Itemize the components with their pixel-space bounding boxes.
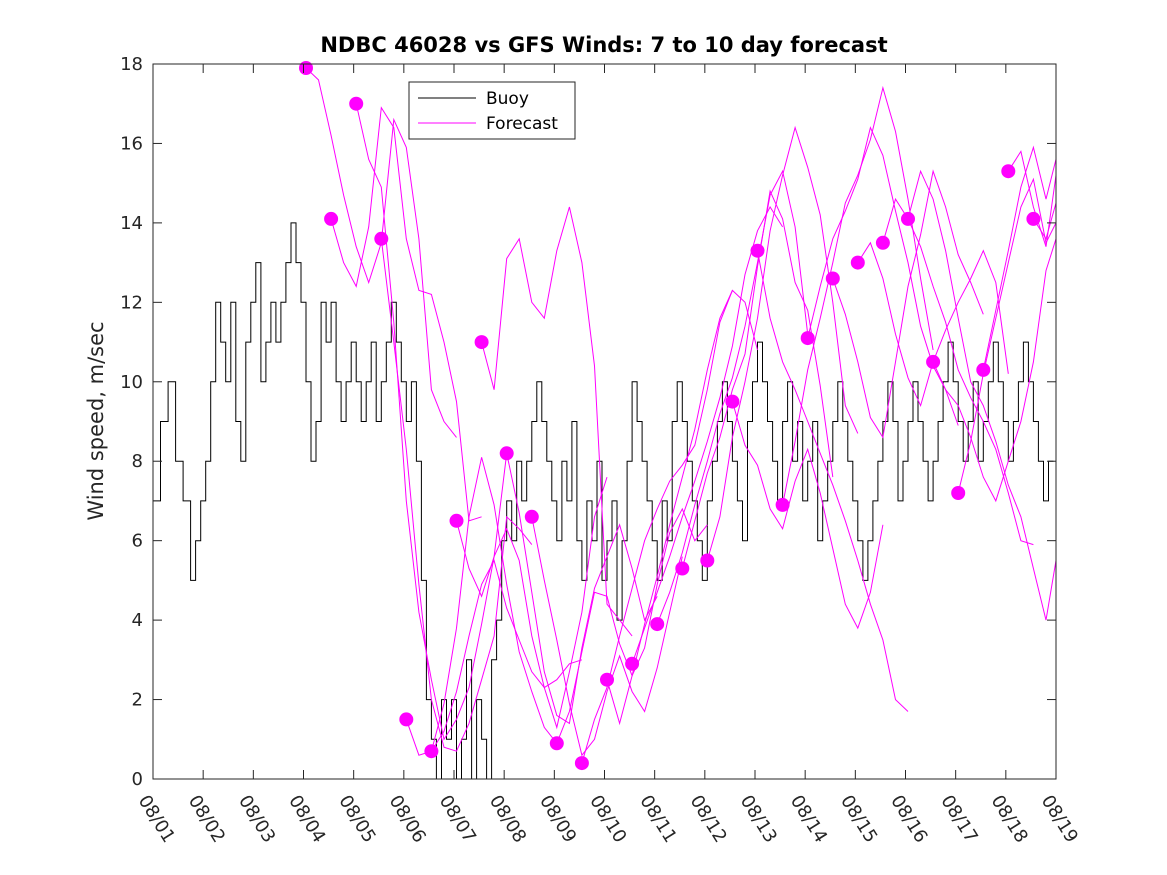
forecast-line-27 [957, 177, 1057, 494]
forecast-line-25 [907, 169, 1057, 621]
forecast-line-9 [506, 453, 658, 725]
forecast-line-30 [1032, 202, 1057, 241]
forecast-line-3 [355, 103, 508, 741]
forecast-marker-24 [875, 235, 890, 250]
forecast-marker-22 [825, 271, 840, 286]
forecast-line-13 [606, 289, 758, 726]
forecast-line-26 [932, 238, 1057, 503]
forecast-marker-5 [399, 712, 414, 727]
legend-box [408, 81, 576, 140]
forecast-marker-29 [1001, 164, 1016, 179]
y-tick-label-0: 0 [132, 769, 143, 790]
forecast-line-8 [481, 206, 633, 637]
forecast-marker-3 [349, 96, 364, 111]
forecast-line-2 [330, 106, 482, 522]
buoy-series [153, 222, 1054, 780]
forecast-marker-17 [700, 553, 715, 568]
legend: Buoy Forecast [408, 81, 576, 140]
forecast-marker-25 [901, 211, 915, 226]
forecast-marker-30 [1026, 211, 1041, 226]
forecast-marker-19 [750, 243, 765, 258]
forecast-line-17 [706, 125, 859, 561]
y-tick-label-8: 8 [132, 451, 143, 472]
forecast-marker-27 [951, 486, 966, 500]
forecast-marker-10 [524, 509, 539, 524]
forecast-marker-12 [574, 756, 589, 771]
forecast-marker-26 [926, 354, 941, 369]
forecast-marker-13 [600, 672, 614, 687]
y-tick-label-16: 16 [120, 133, 143, 154]
forecast-marker-1 [299, 61, 313, 75]
forecast-line-10 [531, 516, 683, 757]
forecast-line-7 [456, 476, 608, 730]
forecast-marker-20 [775, 497, 790, 512]
forecast-marker-4 [374, 231, 389, 246]
forecast-line-19 [757, 250, 909, 712]
forecast-line-14 [631, 206, 784, 664]
forecast-marker-7 [449, 513, 464, 528]
y-tick-label-18: 18 [120, 54, 143, 75]
forecast-line-12 [581, 290, 733, 764]
y-tick-label-2: 2 [132, 690, 143, 711]
forecast-marker-2 [324, 211, 339, 226]
forecast-marker-28 [976, 362, 991, 377]
forecast-marker-23 [850, 255, 865, 270]
forecast-line-20 [782, 85, 934, 505]
forecast-marker-6 [424, 744, 439, 759]
y-tick-label-4: 4 [132, 610, 143, 631]
legend-forecast-label: Forecast [486, 114, 558, 134]
forecast-line-28 [982, 145, 1057, 371]
buoy-line [153, 222, 1054, 780]
chart-title: NDBC 46028 vs GFS Winds: 7 to 10 day for… [320, 33, 887, 57]
forecast-marker-14 [625, 656, 640, 671]
y-tick-label-10: 10 [120, 372, 143, 393]
forecast-marker-15 [650, 617, 665, 632]
forecast-line-4 [380, 238, 533, 752]
forecast-marker-9 [499, 446, 514, 461]
forecast-marker-16 [675, 561, 690, 576]
forecast-marker-8 [474, 335, 489, 350]
legend-buoy-label: Buoy [486, 89, 529, 109]
y-tick-label-6: 6 [132, 531, 143, 552]
y-axis-label: Wind speed, m/sec [84, 321, 108, 520]
forecast-marker-11 [549, 736, 564, 751]
y-axis-ticks: 0 2 4 6 8 10 12 14 16 18 [120, 54, 1056, 790]
forecast-marker-18 [725, 394, 740, 409]
y-tick-label-12: 12 [120, 292, 143, 313]
forecast-line-15 [656, 169, 809, 625]
forecast-marker-21 [800, 331, 815, 346]
y-tick-label-14: 14 [120, 213, 143, 234]
forecast-line-6 [430, 559, 583, 752]
forecast-line-22 [832, 169, 984, 439]
forecast-line-18 [731, 401, 884, 630]
forecast-line-16 [681, 189, 834, 569]
